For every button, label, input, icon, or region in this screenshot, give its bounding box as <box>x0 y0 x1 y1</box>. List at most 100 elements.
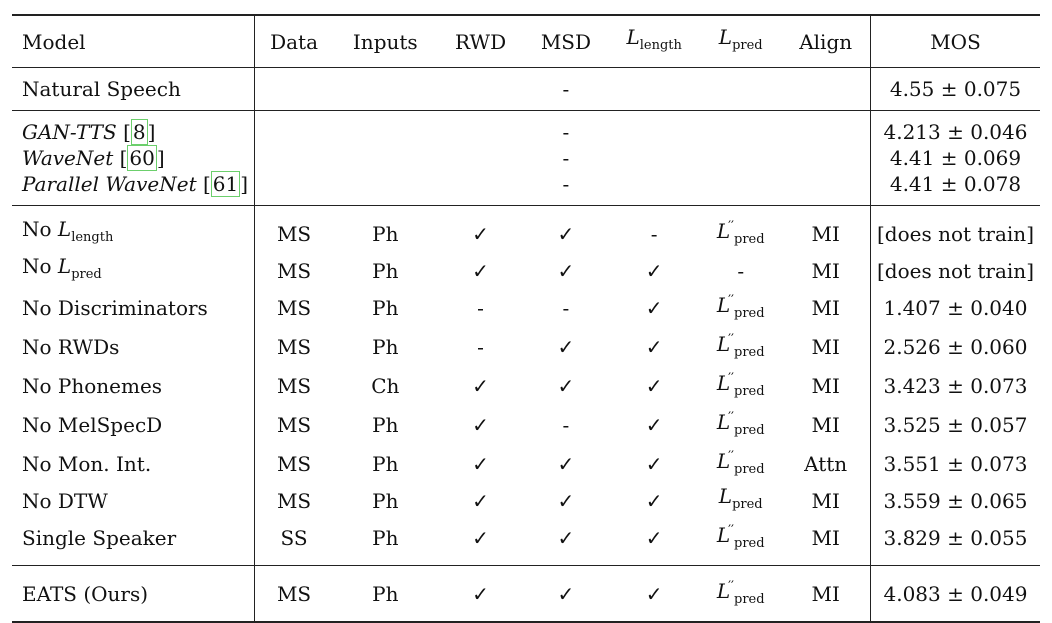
row-l-pred: L′′pred <box>700 288 781 327</box>
ablation-row: No DTW MS Ph ✓ ✓ ✓ Lpred MI 3.559 ± 0.065 <box>12 483 1040 518</box>
row-l-pred: L′′pred <box>700 518 781 566</box>
row-msd: ✓ <box>557 451 575 476</box>
row-msd: ✓ <box>557 488 575 513</box>
model-l-sub: length <box>71 230 114 245</box>
baseline-model: WaveNet [60] <box>12 145 256 171</box>
citation-link[interactable]: 8 <box>130 119 148 145</box>
row-rwd: ✓ <box>437 565 524 623</box>
row-msd: - <box>562 295 570 320</box>
row-model: No MelSpecD <box>12 405 256 444</box>
results-table-container: Model Data Inputs RWD MSD Llength Lpred … <box>12 14 1040 623</box>
citation-link[interactable]: 60 <box>127 145 157 171</box>
baseline-model: Parallel WaveNet [61] <box>12 171 256 206</box>
row-rwd: ✓ <box>472 258 489 283</box>
header-l-length-base: L <box>626 25 640 49</box>
row-align: MI <box>811 525 840 550</box>
baseline-mos: 4.41 ± 0.078 <box>869 171 1040 206</box>
double-prime: ′′ <box>728 293 735 308</box>
header-mos: MOS <box>869 14 1040 68</box>
row-l-pred: L′′pred <box>700 205 782 253</box>
row-data: MS <box>276 412 312 437</box>
header-l-pred-base: L <box>718 25 733 49</box>
lpred-base: L <box>718 484 733 508</box>
row-align: MI <box>811 258 840 283</box>
row-model: No Lpred <box>12 253 256 288</box>
ablation-row: No Phonemes MS Ch ✓ ✓ ✓ L′′pred MI 3.423 ± 0.073 <box>12 366 1040 405</box>
double-prime: ′′ <box>728 449 735 464</box>
header-l-pred: Lpred <box>700 14 782 68</box>
row-mos: 3.525 ± 0.057 <box>869 405 1040 444</box>
row-l-length: ✓ <box>645 373 663 398</box>
row-inputs: Ph <box>333 565 438 623</box>
row-l-pred: L′′pred <box>700 565 782 623</box>
row-data: MS <box>276 334 312 359</box>
header-align: Align <box>781 14 871 68</box>
row-model: No Mon. Int. <box>12 444 256 483</box>
row-mos: 3.551 ± 0.073 <box>869 444 1040 483</box>
double-prime: ′′ <box>728 219 735 234</box>
row-mos: 4.083 ± 0.049 <box>869 565 1040 623</box>
lpred-base: L <box>716 371 731 395</box>
row-mos: 3.829 ± 0.055 <box>869 518 1040 566</box>
row-inputs: Ph <box>333 205 438 253</box>
baseline-mos: 4.41 ± 0.069 <box>869 145 1040 171</box>
header-data: Data <box>254 14 334 68</box>
row-rwd: - <box>477 334 484 359</box>
citation-bracket: [ <box>202 172 211 196</box>
lpred-sub: pred <box>734 306 765 321</box>
lpred-sub: pred <box>732 497 763 512</box>
row-l-pred: L′′pred <box>700 366 781 405</box>
row-l-pred: Lpred <box>700 483 781 518</box>
header-inputs: Inputs <box>333 14 438 68</box>
ablation-row: No MelSpecD MS Ph ✓ - ✓ L′′pred MI 3.525 ± 0.057 <box>12 405 1040 444</box>
lpred-sub: pred <box>734 462 765 477</box>
model-l-base: L <box>57 217 72 241</box>
row-model: EATS (Ours) <box>12 565 256 623</box>
baseline-dash: - <box>562 172 570 196</box>
row-align: MI <box>811 373 840 398</box>
row-data: MS <box>276 258 312 283</box>
row-rwd: ✓ <box>472 488 489 513</box>
row-inputs: Ch <box>371 373 400 398</box>
row-msd: ✓ <box>557 334 575 359</box>
ablation-row: No Llength MS Ph ✓ ✓ - L′′pred MI [does not trai… <box>12 205 1040 253</box>
row-inputs: Ph <box>372 258 399 283</box>
row-l-length: ✓ <box>645 488 663 513</box>
row-model: No Llength <box>12 205 256 253</box>
row-l-length: ✓ <box>645 451 663 476</box>
natural-speech-model: Natural Speech <box>12 67 256 111</box>
header-msd: MSD <box>523 14 609 68</box>
citation-link[interactable]: 61 <box>210 171 241 197</box>
row-inputs: Ph <box>372 488 399 513</box>
row-model: No DTW <box>12 483 256 518</box>
baseline-dash: - <box>523 110 609 145</box>
row-l-length: ✓ <box>645 295 663 320</box>
row-inputs: Ph <box>372 334 399 359</box>
row-data: MS <box>254 565 334 623</box>
row-inputs: Ph <box>372 295 399 320</box>
row-inputs: Ph <box>372 451 399 476</box>
header-model: Model <box>12 14 256 68</box>
row-msd: - <box>562 412 570 437</box>
row-rwd: ✓ <box>472 451 489 476</box>
row-l-pred: - <box>737 258 745 283</box>
row-l-length: ✓ <box>645 334 663 359</box>
natural-speech-row: Natural Speech - 4.55 ± 0.075 <box>12 67 1040 111</box>
baseline-name: WaveNet <box>22 146 114 170</box>
row-l-length: ✓ <box>645 412 663 437</box>
ablation-row: No Lpred MS Ph ✓ ✓ ✓ - MI [does not train] <box>12 253 1040 288</box>
row-model: Single Speaker <box>12 518 256 566</box>
row-rwd: - <box>477 295 484 320</box>
ablation-row: Single Speaker SS Ph ✓ ✓ ✓ L′′pred MI 3.829 ± 0.… <box>12 518 1040 566</box>
row-align: MI <box>781 565 871 623</box>
natural-speech-mos: 4.55 ± 0.075 <box>869 67 1040 111</box>
row-model: No RWDs <box>12 327 256 366</box>
lpred-sub: pred <box>734 592 765 607</box>
row-msd: ✓ <box>557 373 575 398</box>
row-inputs: Ph <box>372 525 399 550</box>
row-data: MS <box>276 488 312 513</box>
row-msd: ✓ <box>523 565 609 623</box>
double-prime: ′′ <box>728 410 735 425</box>
row-mos: 1.407 ± 0.040 <box>869 288 1040 327</box>
baseline-row-gantts: GAN-TTS [8] - 4.213 ± 0.046 <box>12 110 1040 145</box>
